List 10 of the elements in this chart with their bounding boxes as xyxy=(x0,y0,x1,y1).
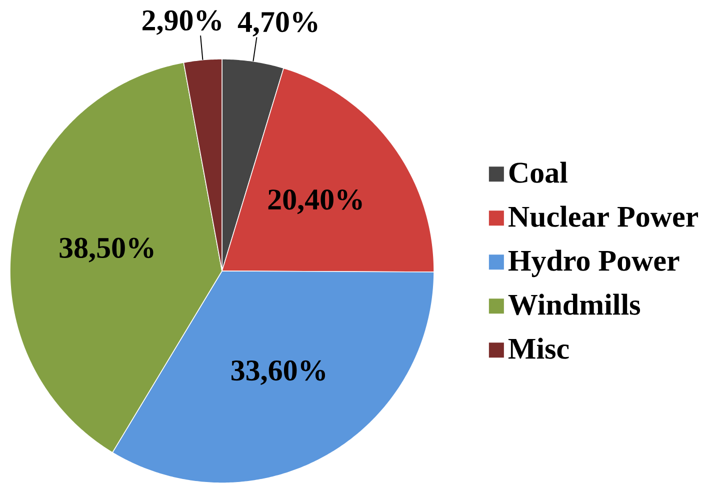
legend-label: Windmills xyxy=(508,294,640,316)
legend-label: Coal xyxy=(509,162,568,183)
data-label: 4,70% xyxy=(238,12,318,36)
data-label: 2,90% xyxy=(142,10,221,35)
data-label: 33,60% xyxy=(231,360,326,385)
data-label: 38,50% xyxy=(60,238,154,262)
legend-label: Nuclear Power xyxy=(508,206,698,227)
legend-label: Hydro Power xyxy=(508,250,680,278)
data-label: 20,40% xyxy=(268,189,362,214)
legend-label: Misc xyxy=(508,338,569,359)
